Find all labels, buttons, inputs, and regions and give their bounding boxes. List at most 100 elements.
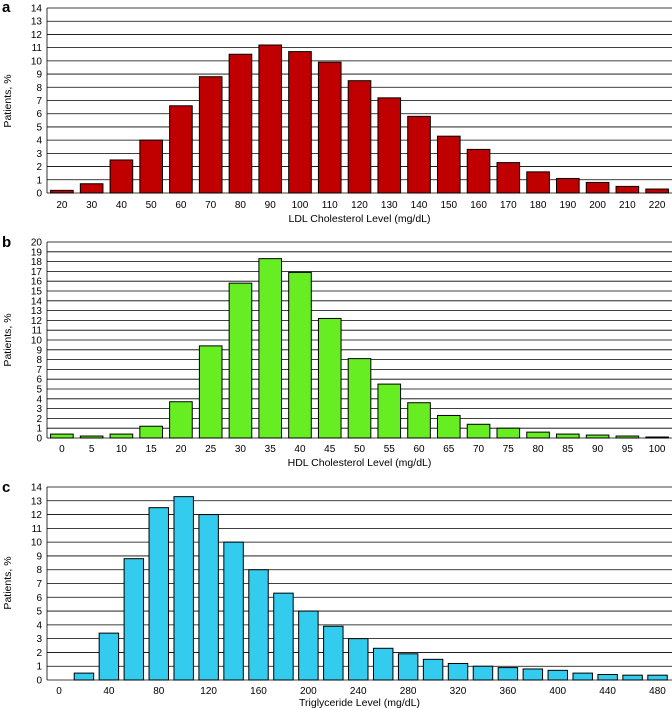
bar bbox=[123, 558, 145, 681]
bar bbox=[615, 435, 640, 439]
y-tick-label: 10 bbox=[31, 538, 43, 549]
x-tick-label: 35 bbox=[265, 444, 277, 455]
y-axis-label: Patients, % bbox=[2, 556, 14, 609]
x-tick-label: 60 bbox=[175, 200, 187, 211]
bar bbox=[298, 610, 319, 681]
y-tick-label: 19 bbox=[31, 247, 43, 258]
x-tick-label: 480 bbox=[649, 686, 666, 697]
x-tick-label: 70 bbox=[205, 200, 217, 211]
bar bbox=[615, 185, 640, 194]
bar bbox=[169, 105, 193, 194]
y-tick-label: 1 bbox=[36, 175, 42, 186]
x-tick-label: 80 bbox=[533, 444, 545, 455]
y-tick-label: 5 bbox=[36, 385, 42, 396]
y-tick-label: 13 bbox=[31, 17, 43, 28]
bar bbox=[348, 638, 369, 681]
x-tick-label: 160 bbox=[470, 200, 487, 211]
y-tick-label: 3 bbox=[36, 634, 42, 645]
bar bbox=[50, 189, 74, 194]
y-tick-label: 12 bbox=[31, 510, 43, 521]
x-tick-label: 180 bbox=[530, 200, 547, 211]
y-tick-label: 6 bbox=[36, 109, 42, 120]
y-tick-label: 4 bbox=[36, 136, 42, 147]
bar bbox=[258, 44, 283, 194]
y-tick-label: 6 bbox=[36, 375, 42, 386]
y-tick-label: 3 bbox=[36, 149, 42, 160]
y-tick-label: 2 bbox=[36, 162, 42, 173]
y-tick-label: 1 bbox=[36, 662, 42, 673]
bar bbox=[73, 672, 95, 681]
bar bbox=[422, 658, 444, 681]
bar bbox=[198, 76, 223, 194]
bar bbox=[397, 653, 419, 681]
x-tick-label: 440 bbox=[599, 686, 616, 697]
bar bbox=[522, 668, 544, 681]
x-tick-label: 0 bbox=[56, 686, 62, 697]
y-tick-label: 12 bbox=[31, 316, 43, 327]
x-tick-label: 95 bbox=[622, 444, 634, 455]
x-tick-label: 100 bbox=[649, 444, 666, 455]
x-tick-label: 15 bbox=[146, 444, 158, 455]
y-axis-label: Patients, % bbox=[2, 74, 14, 127]
bar bbox=[622, 674, 643, 681]
bar bbox=[556, 433, 580, 439]
y-tick-label: 9 bbox=[36, 551, 42, 562]
x-tick-label: 100 bbox=[292, 200, 309, 211]
bar bbox=[198, 514, 219, 681]
x-tick-label: 40 bbox=[116, 200, 128, 211]
y-tick-label: 8 bbox=[36, 565, 42, 576]
x-tick-label: 110 bbox=[322, 200, 338, 211]
x-axis-label: Triglyceride Level (mg/dL) bbox=[299, 697, 420, 708]
x-tick-label: 5 bbox=[89, 444, 95, 455]
x-tick-label: 140 bbox=[411, 200, 428, 211]
y-tick-label: 0 bbox=[36, 676, 42, 687]
x-tick-label: 60 bbox=[413, 444, 425, 455]
bar bbox=[109, 159, 134, 194]
y-tick-label: 10 bbox=[31, 56, 43, 67]
y-tick-label: 12 bbox=[31, 30, 43, 41]
x-tick-label: 65 bbox=[443, 444, 455, 455]
x-tick-label: 80 bbox=[153, 686, 165, 697]
bar bbox=[323, 625, 344, 681]
y-tick-label: 9 bbox=[36, 70, 42, 81]
bar bbox=[466, 148, 491, 194]
bar bbox=[139, 425, 163, 439]
y-tick-label: 14 bbox=[31, 296, 43, 307]
x-tick-label: 0 bbox=[59, 444, 65, 455]
bar bbox=[288, 51, 312, 194]
bar bbox=[572, 672, 593, 681]
y-tick-label: 1 bbox=[36, 424, 42, 435]
y-tick-label: 7 bbox=[36, 96, 42, 107]
x-tick-label: 80 bbox=[235, 200, 247, 211]
x-tick-label: 50 bbox=[146, 200, 158, 211]
bar bbox=[173, 496, 194, 681]
bar bbox=[98, 632, 120, 681]
bar bbox=[496, 162, 521, 194]
x-tick-label: 70 bbox=[473, 444, 485, 455]
x-tick-label: 360 bbox=[500, 686, 517, 697]
y-tick-label: 5 bbox=[36, 607, 42, 618]
y-tick-label: 16 bbox=[31, 277, 43, 288]
bar bbox=[139, 139, 163, 194]
y-tick-label: 14 bbox=[31, 4, 43, 15]
y-tick-label: 6 bbox=[36, 593, 42, 604]
bar bbox=[407, 402, 431, 439]
x-tick-label: 200 bbox=[589, 200, 606, 211]
bar bbox=[496, 427, 521, 439]
x-tick-label: 200 bbox=[300, 686, 317, 697]
bar bbox=[79, 435, 104, 439]
x-tick-label: 280 bbox=[400, 686, 417, 697]
y-tick-label: 10 bbox=[31, 336, 43, 347]
bar bbox=[169, 401, 193, 439]
x-tick-label: 90 bbox=[265, 200, 277, 211]
bar bbox=[258, 258, 283, 439]
bar bbox=[526, 171, 550, 194]
x-tick-label: 320 bbox=[450, 686, 467, 697]
y-tick-label: 7 bbox=[36, 579, 42, 590]
y-tick-label: 20 bbox=[31, 238, 43, 249]
bar bbox=[79, 183, 104, 194]
y-tick-label: 7 bbox=[36, 365, 42, 376]
bar bbox=[148, 507, 169, 681]
